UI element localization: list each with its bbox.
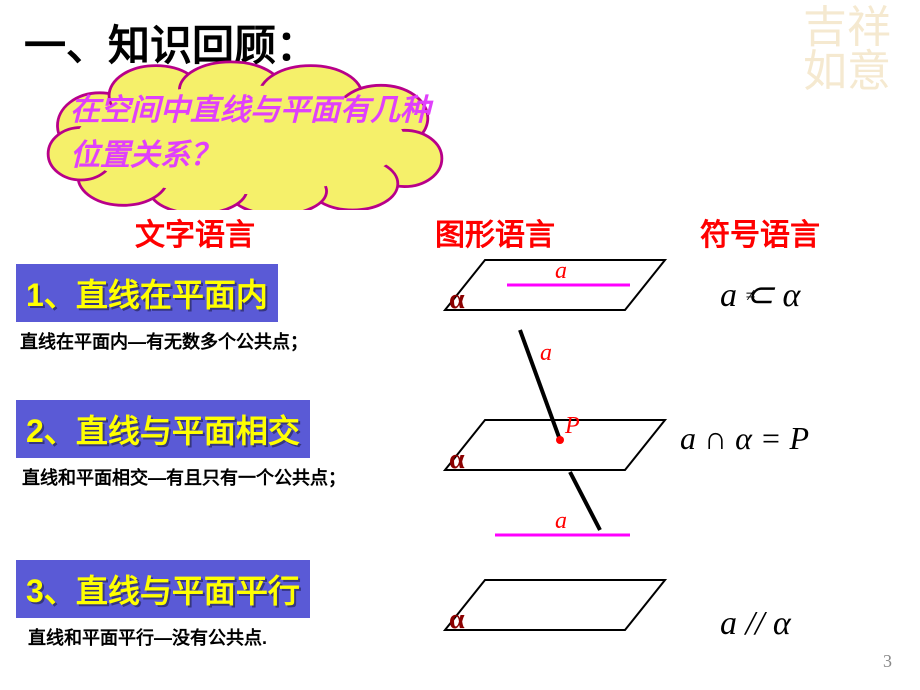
symbol-row3: a // α bbox=[720, 605, 791, 643]
row2-caption: 直线和平面相交—有且只有一个公共点； bbox=[22, 464, 346, 490]
svg-text:a: a bbox=[555, 258, 567, 284]
row1-label: 直线在平面内 bbox=[76, 277, 268, 313]
slide: { "title": "一、知识回顾：", "cloud_question": … bbox=[0, 0, 920, 690]
row1-caption: 直线在平面内—有无数多个公共点； bbox=[20, 328, 308, 354]
diagram-line-parallel-plane: a α bbox=[445, 508, 665, 635]
row3-bar: 3、直线与平面平行 bbox=[16, 560, 310, 618]
row3-label: 直线与平面平行 bbox=[76, 573, 300, 609]
svg-text:P: P bbox=[564, 413, 580, 439]
symbol-row2: a ∩ α = P bbox=[680, 420, 809, 457]
row2-bar: 2、直线与平面相交 bbox=[16, 400, 310, 458]
row2-index: 2、 bbox=[26, 413, 76, 449]
svg-text:α: α bbox=[449, 444, 465, 475]
svg-text:a: a bbox=[540, 340, 552, 366]
row1-bar: 1、直线在平面内 bbox=[16, 264, 278, 322]
header-symbol-lang: 符号语言 bbox=[700, 210, 820, 254]
watermark-top-right: 吉祥如意 bbox=[782, 6, 912, 166]
page-number: 3 bbox=[883, 651, 892, 672]
row3-caption: 直线和平面平行—没有公共点. bbox=[28, 624, 267, 650]
svg-text:α: α bbox=[449, 604, 465, 635]
svg-text:a: a bbox=[555, 508, 567, 534]
row2-label: 直线与平面相交 bbox=[76, 413, 300, 449]
diagram-line-intersect-plane: a P α bbox=[445, 330, 665, 530]
cloud-question-text: 在空间中直线与平面有几种位置关系？ bbox=[70, 88, 440, 178]
header-graphic-lang: 图形语言 bbox=[435, 210, 555, 254]
row1-index: 1、 bbox=[26, 277, 76, 313]
diagram-column: a α a P α a α bbox=[415, 250, 675, 680]
diagram-line-in-plane: a α bbox=[445, 258, 665, 315]
row3-index: 3、 bbox=[26, 573, 76, 609]
symbol-row1: a ⊂≠ α bbox=[720, 275, 800, 315]
header-text-lang: 文字语言 bbox=[135, 210, 255, 254]
svg-text:α: α bbox=[449, 284, 465, 315]
